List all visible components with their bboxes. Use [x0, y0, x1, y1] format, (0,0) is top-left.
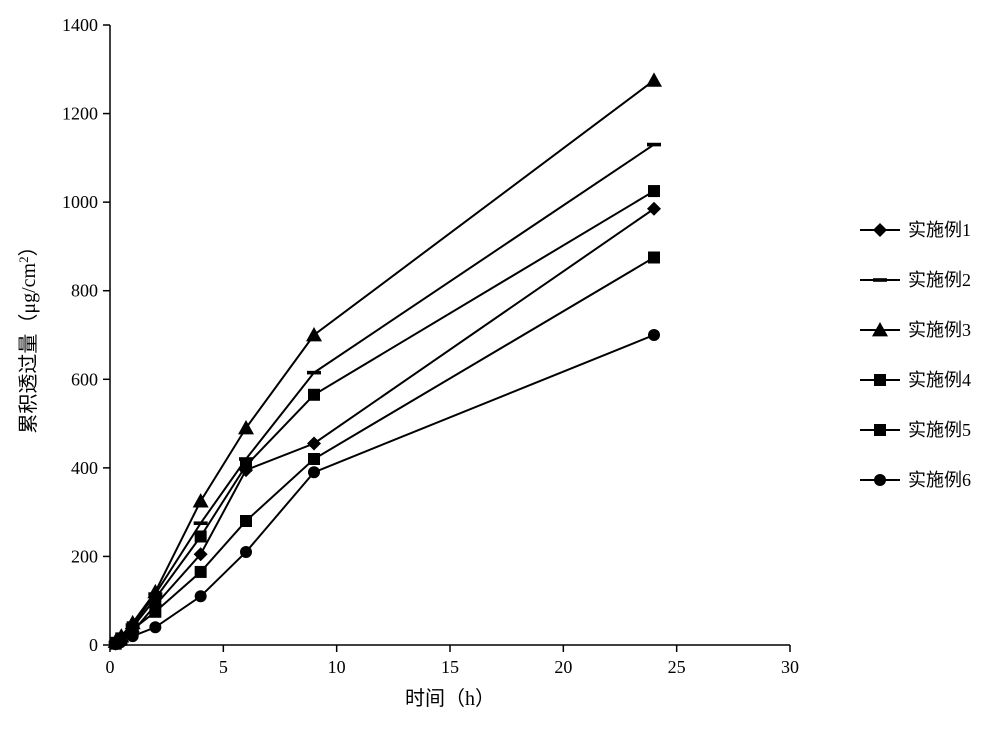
y-tick-label: 1400 [62, 15, 98, 35]
circle-marker [115, 635, 127, 647]
circle-marker [308, 466, 320, 478]
y-tick-label: 1200 [62, 104, 98, 124]
y-axis-label: 累积透过量（μg/cm2） [16, 236, 41, 433]
dash-marker [647, 143, 661, 147]
diamond-marker [647, 202, 661, 216]
square-marker [195, 531, 207, 543]
y-tick-label: 400 [71, 458, 98, 478]
square-marker [195, 566, 207, 578]
x-tick-label: 20 [554, 657, 572, 677]
y-tick-label: 1000 [62, 192, 98, 212]
square-marker [240, 515, 252, 527]
series-line-3 [116, 80, 654, 641]
x-tick-label: 30 [781, 657, 799, 677]
square-marker [308, 453, 320, 465]
square-marker [874, 374, 886, 386]
triangle-marker [306, 327, 322, 341]
circle-marker [127, 630, 139, 642]
x-tick-label: 5 [219, 657, 228, 677]
circle-marker [648, 329, 660, 341]
legend-label: 实施例5 [908, 420, 971, 440]
square-marker [240, 460, 252, 472]
legend-label: 实施例1 [908, 220, 971, 240]
x-axis-label: 时间（h） [405, 687, 495, 710]
circle-marker [195, 590, 207, 602]
square-marker [149, 606, 161, 618]
triangle-marker [193, 493, 209, 507]
chart-svg: 0 5 10 15 20 25 30 0 200 400 600 800 1000 1200 1400 时间（… [0, 0, 1000, 745]
x-tick-label: 0 [106, 657, 115, 677]
square-marker [308, 389, 320, 401]
series-line-5 [116, 258, 654, 644]
x-tick-label: 15 [441, 657, 459, 677]
dash-marker [307, 371, 321, 375]
x-tick-label: 10 [328, 657, 346, 677]
square-marker [648, 252, 660, 264]
chart-container: 0 5 10 15 20 25 30 0 200 400 600 800 1000 1200 1400 时间（… [0, 0, 1000, 745]
y-tick-label: 200 [71, 546, 98, 566]
y-tick-label: 0 [89, 635, 98, 655]
triangle-marker [646, 72, 662, 86]
legend-label: 实施例6 [908, 470, 971, 490]
y-tick-label: 600 [71, 369, 98, 389]
diamond-marker [307, 437, 321, 451]
circle-marker [874, 474, 886, 486]
y-tick-label: 800 [71, 281, 98, 301]
triangle-marker [238, 420, 254, 434]
x-tick-label: 25 [668, 657, 686, 677]
square-marker [648, 185, 660, 197]
circle-marker [240, 546, 252, 558]
series-line-1 [116, 209, 654, 644]
legend-label: 实施例2 [908, 270, 971, 290]
square-marker [149, 593, 161, 605]
legend-label: 实施例4 [908, 370, 971, 390]
diamond-marker [873, 223, 887, 237]
legend-label: 实施例3 [908, 320, 971, 340]
circle-marker [149, 621, 161, 633]
square-marker [874, 424, 886, 436]
dash-marker [873, 278, 887, 282]
dash-marker [194, 521, 208, 525]
